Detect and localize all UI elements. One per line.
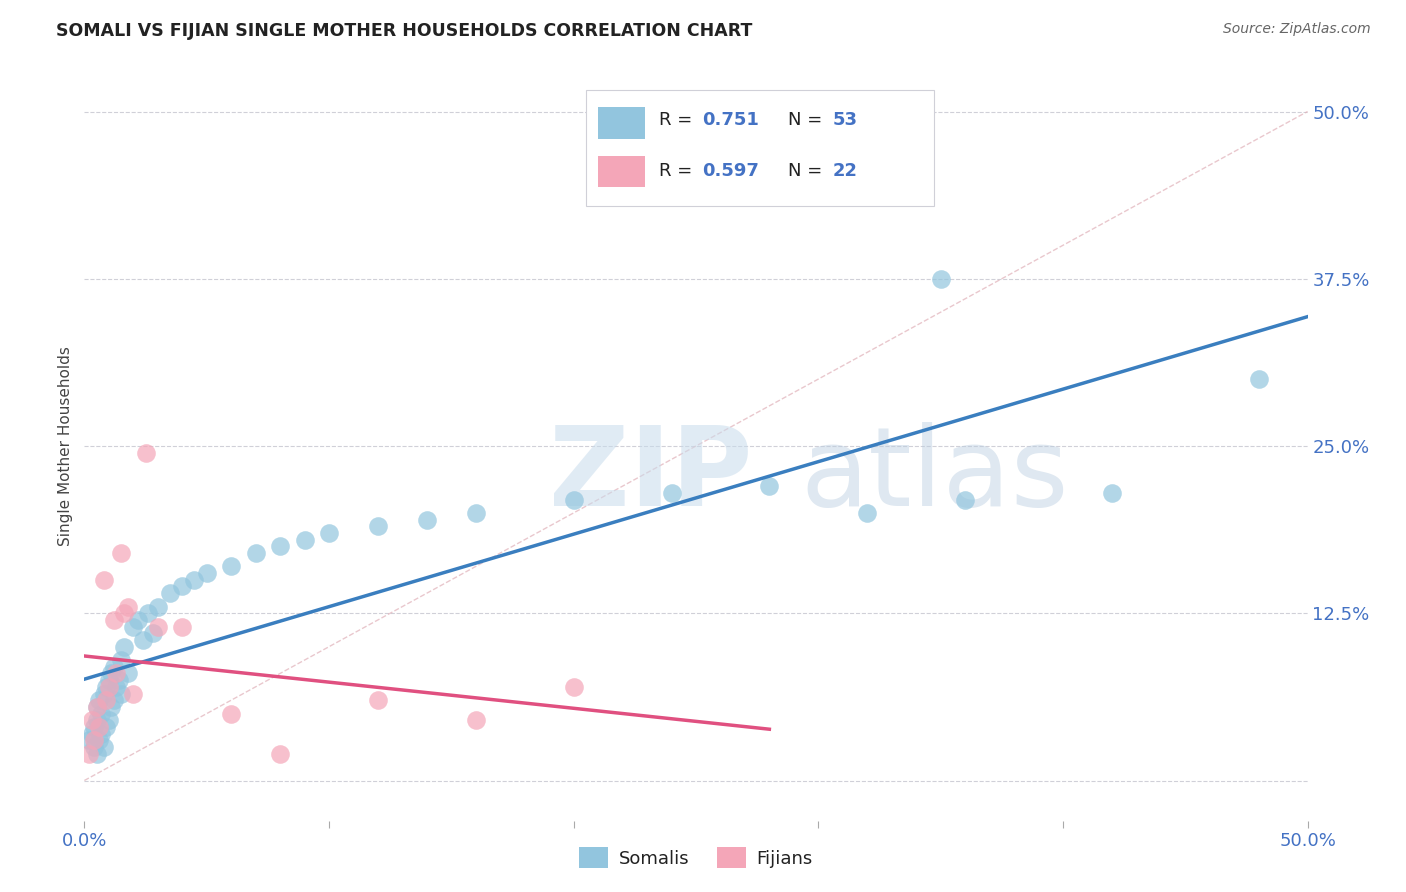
Point: [758, 479, 780, 493]
Point: [86, 699, 108, 714]
Point: [122, 687, 145, 701]
Text: SOMALI VS FIJIAN SINGLE MOTHER HOUSEHOLDS CORRELATION CHART: SOMALI VS FIJIAN SINGLE MOTHER HOUSEHOLD…: [56, 22, 752, 40]
Point: [87, 720, 110, 734]
Point: [367, 519, 389, 533]
Point: [159, 586, 181, 600]
Point: [146, 620, 169, 634]
Point: [856, 506, 879, 520]
Point: [245, 546, 267, 560]
Point: [86, 714, 108, 728]
Point: [219, 559, 242, 574]
Point: [103, 660, 125, 674]
Point: [96, 693, 118, 707]
Point: [142, 626, 165, 640]
Point: [77, 747, 100, 761]
Point: [90, 706, 112, 721]
Point: [318, 526, 340, 541]
Point: [135, 446, 157, 460]
Point: [105, 666, 128, 681]
Point: [367, 693, 389, 707]
Point: [83, 720, 105, 734]
Point: [132, 633, 155, 648]
FancyBboxPatch shape: [598, 156, 644, 187]
Text: 53: 53: [832, 112, 858, 129]
Text: Source: ZipAtlas.com: Source: ZipAtlas.com: [1223, 22, 1371, 37]
Point: [117, 666, 139, 681]
Text: atlas: atlas: [800, 423, 1069, 530]
Point: [1101, 485, 1123, 500]
Text: N =: N =: [787, 112, 828, 129]
Point: [83, 740, 105, 755]
Point: [127, 613, 149, 627]
Point: [93, 573, 115, 587]
Point: [100, 666, 122, 681]
Point: [195, 566, 218, 581]
Point: [136, 607, 159, 621]
Point: [661, 485, 683, 500]
Point: [100, 699, 122, 714]
Text: 22: 22: [832, 162, 858, 180]
Point: [117, 599, 139, 614]
Point: [172, 580, 194, 594]
Point: [86, 747, 108, 761]
Text: N =: N =: [787, 162, 828, 180]
Point: [112, 607, 135, 621]
Point: [87, 693, 110, 707]
Point: [97, 680, 120, 694]
Point: [110, 653, 132, 667]
Point: [562, 680, 585, 694]
Text: 0.751: 0.751: [702, 112, 759, 129]
FancyBboxPatch shape: [586, 90, 935, 206]
Point: [929, 272, 952, 286]
Text: 0.597: 0.597: [702, 162, 759, 180]
Point: [97, 714, 120, 728]
Point: [93, 740, 115, 755]
Point: [122, 620, 145, 634]
Point: [1247, 372, 1270, 386]
Text: R =: R =: [659, 162, 699, 180]
Point: [86, 699, 108, 714]
Text: R =: R =: [659, 112, 699, 129]
Point: [103, 613, 125, 627]
Point: [96, 680, 118, 694]
Point: [110, 546, 132, 560]
Point: [87, 733, 110, 747]
Point: [562, 492, 585, 507]
Y-axis label: Single Mother Households: Single Mother Households: [58, 346, 73, 546]
Point: [83, 733, 105, 747]
Point: [105, 680, 128, 694]
Point: [80, 726, 103, 740]
Point: [80, 714, 103, 728]
Point: [103, 693, 125, 707]
Point: [464, 714, 486, 728]
Legend: Somalis, Fijians: Somalis, Fijians: [572, 840, 820, 875]
Point: [172, 620, 194, 634]
FancyBboxPatch shape: [598, 107, 644, 139]
Point: [416, 512, 439, 526]
Point: [953, 492, 976, 507]
Point: [112, 640, 135, 654]
Point: [107, 673, 129, 688]
Point: [294, 533, 316, 547]
Point: [269, 539, 291, 553]
Point: [97, 673, 120, 688]
Point: [146, 599, 169, 614]
Point: [183, 573, 205, 587]
Point: [110, 687, 132, 701]
Point: [77, 733, 100, 747]
Text: ZIP: ZIP: [550, 423, 752, 530]
Point: [93, 687, 115, 701]
Point: [96, 720, 118, 734]
Point: [269, 747, 291, 761]
Point: [219, 706, 242, 721]
Point: [90, 726, 112, 740]
Point: [464, 506, 486, 520]
